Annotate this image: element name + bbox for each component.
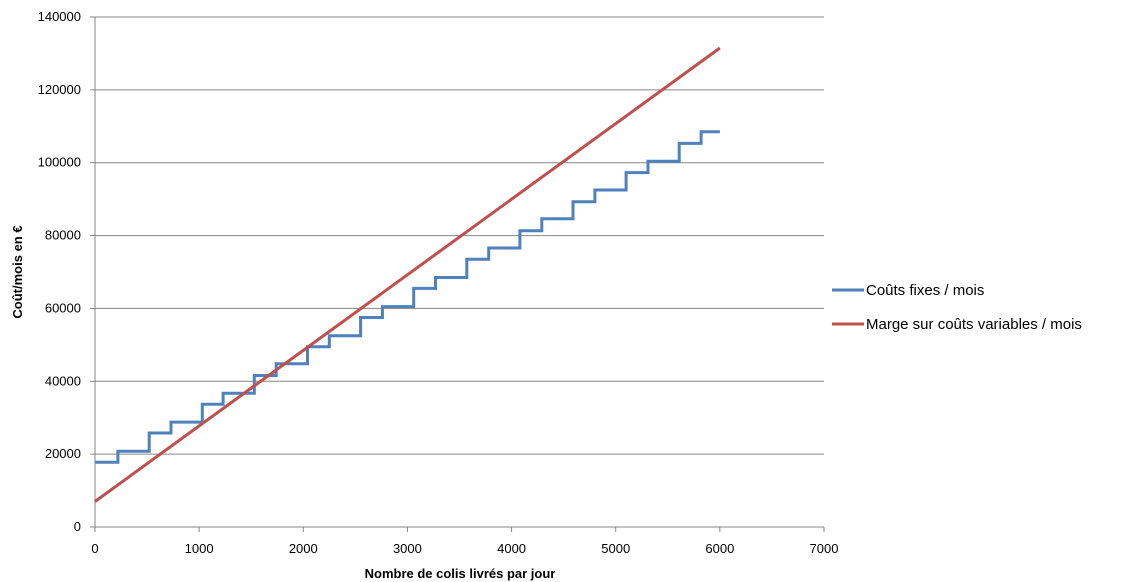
tick-labels: 0 20000 40000 60000 80000 100000 120000 140000 0… [38,9,839,556]
x-tick-label: 0 [91,541,98,556]
x-tick-label: 4000 [497,541,526,556]
x-axis-title: Nombre de colis livrés par jour [365,566,556,581]
y-tick-label: 100000 [38,155,81,170]
legend-label-2: Marge sur coûts variables / mois [866,316,1082,333]
legend-label-1: Coûts fixes / mois [866,282,984,299]
gridlines [95,16,824,455]
y-tick-label: 60000 [45,300,81,315]
x-tick-label: 5000 [601,541,630,556]
series-line-2 [94,46,721,503]
x-tick-label: 3000 [393,541,422,556]
x-tick-label: 7000 [810,541,839,556]
x-tick-label: 6000 [705,541,734,556]
series-line-1 [95,130,720,464]
legend: Coûts fixes / mois Marge sur coûts variab… [832,282,1082,333]
x-tick-label: 2000 [289,541,318,556]
series-lines [94,46,721,503]
y-tick-label: 20000 [45,446,81,461]
y-tick-label: 80000 [45,228,81,243]
x-tick-label: 1000 [185,541,214,556]
y-tick-label: 0 [74,519,81,534]
y-tick-label: 40000 [45,373,81,388]
axes [90,16,825,532]
y-axis-title: Coût/mois en € [10,225,25,318]
y-tick-label: 140000 [38,9,81,24]
y-tick-label: 120000 [38,82,81,97]
